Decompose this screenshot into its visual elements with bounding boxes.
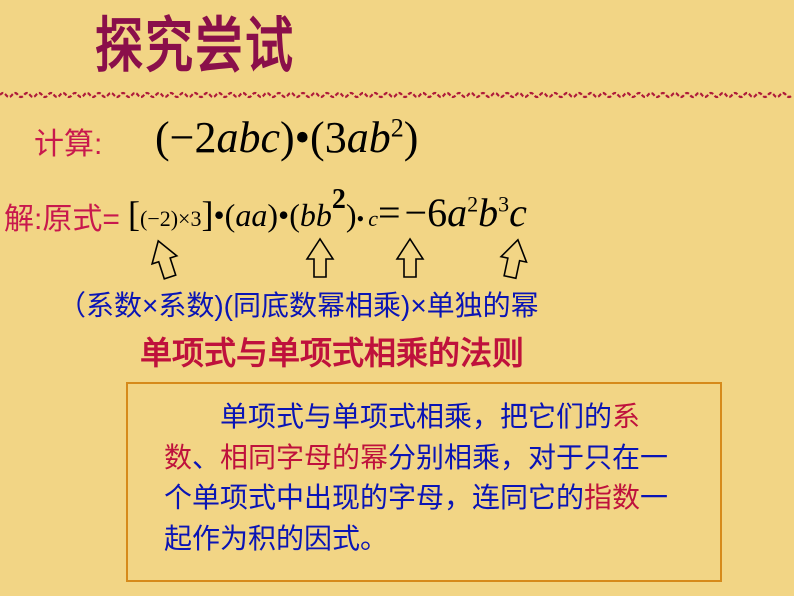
- rule-highlight: 指数: [584, 483, 640, 514]
- bracket-close: ]: [201, 194, 213, 234]
- solution-steps: [(−2)×3]•(aa)•(bb2)• c= −6a2b3c: [128, 184, 527, 236]
- result-coef: −6: [405, 190, 448, 235]
- rule-box: 单项式与单项式相乘，把它们的系数、相同字母的幂分别相乘，对于只在一个单项式中出现…: [126, 382, 722, 582]
- result-c: c: [509, 190, 527, 235]
- paren-close: ): [267, 197, 278, 233]
- title-wordart: 探究尝试: [95, 0, 295, 84]
- bb-term: bb: [300, 197, 332, 233]
- label-solution: 解:原式=: [4, 194, 120, 238]
- c-term: c: [368, 206, 378, 231]
- coefficient-product: (−2)×3: [140, 206, 201, 231]
- paren-open: (: [289, 197, 300, 233]
- rule-segment: 、: [192, 443, 220, 474]
- rule-segment: 单项式与单项式相乘，把它们的: [220, 402, 612, 433]
- decorative-divider: [0, 86, 794, 94]
- rule-highlight: 相同字母的幂: [220, 443, 388, 474]
- dot-operator: •: [278, 197, 289, 233]
- bracket-open: [: [128, 194, 140, 234]
- rule-text: 单项式与单项式相乘，把它们的系数、相同字母的幂分别相乘，对于只在一个单项式中出现…: [164, 398, 696, 560]
- result-expression: −6a2b3c: [405, 190, 527, 235]
- result-b: b: [478, 190, 498, 235]
- label-calculate: 计算:: [34, 119, 102, 163]
- expression-original: (−2abc)•(3ab2): [155, 112, 418, 163]
- exponent-2: 2: [332, 184, 346, 215]
- dot-operator: •: [213, 197, 224, 233]
- dot-operator: •: [357, 206, 365, 231]
- arrows-group: [140, 232, 570, 292]
- rule-title: 单项式与单项式相乘的法则: [140, 328, 524, 374]
- equals-sign: =: [378, 190, 401, 235]
- aa-term: aa: [235, 197, 267, 233]
- result-a-exp: 2: [467, 192, 478, 217]
- result-a: a: [447, 190, 467, 235]
- paren-close: ): [346, 197, 357, 233]
- result-b-exp: 3: [498, 192, 509, 217]
- explanation-labels: （系数×系数)(同底数幂相乘)×单独的幂: [58, 284, 539, 324]
- paren-open: (: [225, 197, 236, 233]
